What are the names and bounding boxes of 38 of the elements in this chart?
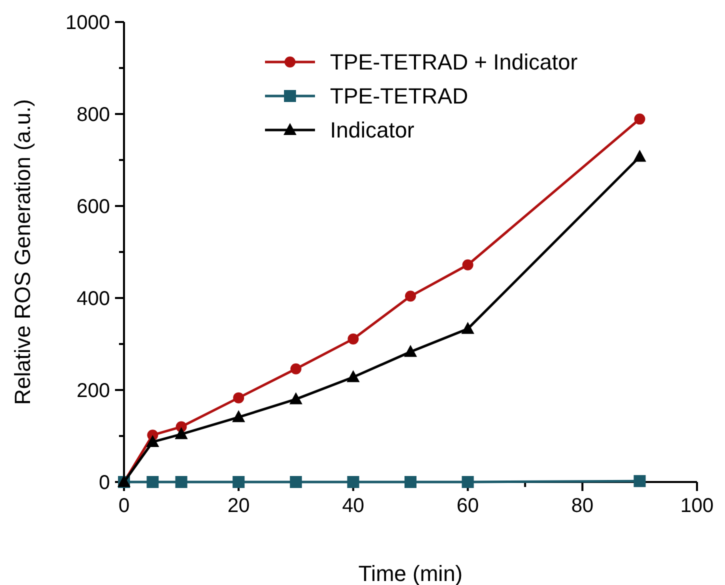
y-tick-label: 800 (76, 104, 110, 126)
y-axis-title: Relative ROS Generation (a.u.) (10, 99, 35, 405)
point (175, 476, 188, 488)
x-tick-label: 100 (680, 495, 714, 517)
point (634, 475, 646, 488)
point (233, 392, 244, 404)
point (290, 363, 302, 374)
point (633, 150, 646, 162)
y-tick-label: 600 (76, 196, 110, 218)
y-tick-label: 400 (76, 288, 110, 310)
point (174, 427, 188, 440)
point (232, 476, 245, 488)
point (146, 476, 159, 488)
legend-label: TPE-TETRAD (330, 84, 468, 109)
point (290, 476, 302, 488)
y-tick-label: 1000 (66, 12, 110, 34)
point (405, 290, 416, 302)
x-tick-label: 40 (342, 495, 364, 517)
x-tick-label: 60 (456, 495, 479, 517)
point (232, 410, 246, 422)
y-tick-label: 0 (98, 472, 110, 494)
point (289, 392, 302, 404)
point (146, 434, 160, 447)
point (462, 259, 474, 270)
y-tick-label: 200 (76, 380, 110, 402)
point (404, 344, 417, 357)
point (634, 114, 646, 125)
x-tick-label: 20 (227, 495, 250, 517)
point (404, 476, 416, 488)
x-tick-label: 0 (118, 495, 130, 517)
point (348, 333, 359, 344)
legend-label: Indicator (330, 118, 414, 143)
point (461, 322, 474, 334)
legend-label: TPE-TETRAD + Indicator (330, 50, 578, 75)
point (462, 476, 474, 488)
point (347, 476, 360, 488)
x-tick-label: 80 (571, 495, 594, 517)
point (346, 370, 360, 382)
